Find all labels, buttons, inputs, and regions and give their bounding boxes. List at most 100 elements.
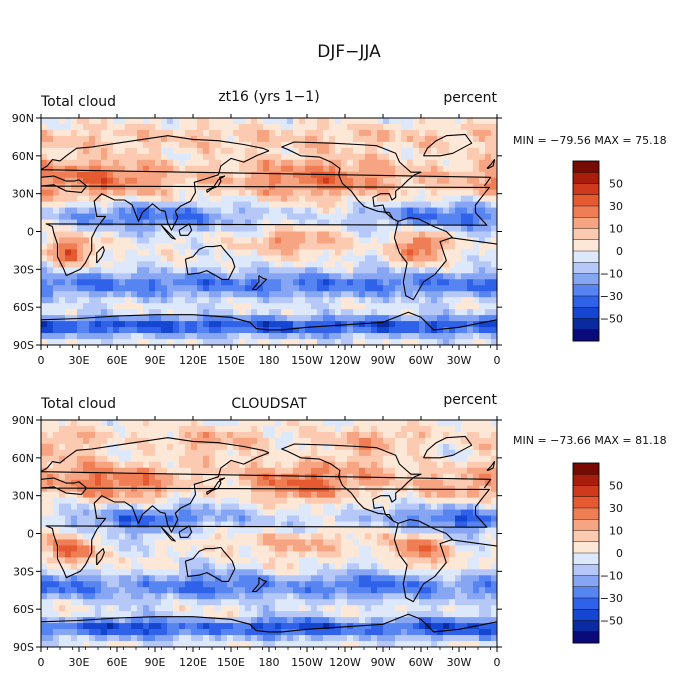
field-cell (161, 515, 168, 523)
field-cell (395, 297, 402, 304)
field-cell (179, 437, 186, 445)
field-cell (209, 327, 216, 334)
field-cell (395, 339, 402, 345)
field-cell (281, 333, 288, 340)
field-cell (113, 485, 120, 493)
field-cell (149, 461, 156, 469)
field-cell (317, 297, 324, 304)
field-cell (131, 153, 138, 161)
field-cell (89, 437, 96, 445)
field-cell (71, 171, 78, 179)
field-cell (77, 183, 84, 191)
field-cell (395, 431, 402, 439)
field-cell (479, 479, 486, 487)
field-cell (77, 285, 84, 292)
field-cell (113, 195, 120, 203)
field-cell (221, 533, 228, 541)
field-cell (461, 201, 468, 209)
field-cell (443, 563, 450, 570)
field-cell (41, 165, 48, 173)
field-cell (173, 279, 180, 286)
field-cell (107, 297, 114, 304)
field-cell (191, 207, 198, 215)
field-cell (449, 461, 456, 469)
field-cell (389, 207, 396, 215)
field-cell (275, 249, 282, 256)
field-cell (323, 249, 330, 256)
field-cell (77, 225, 84, 233)
field-cell (431, 509, 438, 517)
field-cell (173, 267, 180, 274)
field-cell (401, 527, 408, 535)
field-cell (251, 273, 258, 280)
field-cell (227, 207, 234, 215)
field-cell (395, 315, 402, 322)
field-cell (431, 207, 438, 215)
field-cell (311, 261, 318, 268)
field-cell (371, 545, 378, 553)
field-cell (311, 159, 318, 167)
field-cell (191, 551, 198, 558)
field-cell (89, 153, 96, 161)
field-cell (113, 521, 120, 529)
field-cell (227, 491, 234, 499)
field-cell (359, 497, 366, 505)
field-cell (473, 479, 480, 487)
field-cell (47, 443, 54, 451)
field-cell (341, 420, 348, 427)
field-cell (209, 291, 216, 298)
field-cell (407, 333, 414, 340)
field-cell (299, 273, 306, 280)
field-cell (119, 231, 126, 239)
field-cell (473, 225, 480, 233)
field-cell (65, 461, 72, 469)
field-cell (113, 219, 120, 227)
field-cell (341, 551, 348, 558)
field-cell (113, 533, 120, 541)
field-cell (167, 249, 174, 256)
field-cell (233, 443, 240, 451)
field-cell (401, 491, 408, 499)
field-cell (101, 437, 108, 445)
field-cell (107, 551, 114, 558)
field-cell (335, 315, 342, 322)
field-cell (431, 420, 438, 427)
field-cell (281, 237, 288, 245)
field-cell (305, 237, 312, 245)
field-cell (443, 225, 450, 233)
field-cell (107, 569, 114, 576)
field-cell (413, 551, 420, 558)
field-cell (239, 207, 246, 215)
field-cell (59, 527, 66, 535)
field-cell (347, 333, 354, 340)
field-cell (161, 285, 168, 292)
field-cell (47, 201, 54, 209)
field-cell (389, 195, 396, 203)
field-cell (329, 467, 336, 475)
field-cell (341, 425, 348, 433)
field-cell (215, 515, 222, 523)
field-cell (425, 333, 432, 340)
field-cell (479, 147, 486, 155)
field-cell (95, 473, 102, 481)
colorbar-swatch (572, 307, 600, 320)
field-cell (179, 333, 186, 340)
field-cell (485, 255, 492, 262)
field-cell (197, 539, 204, 547)
field-cell (317, 503, 324, 511)
field-cell (125, 171, 132, 179)
field-cell (473, 213, 480, 221)
field-cell (161, 321, 168, 328)
field-cell (71, 219, 78, 227)
field-cell (437, 327, 444, 334)
field-cell (311, 219, 318, 227)
field-cell (245, 467, 252, 475)
field-cell (491, 485, 497, 493)
field-cell (191, 129, 198, 137)
field-cell (245, 279, 252, 286)
field-cell (353, 437, 360, 445)
field-cell (461, 255, 468, 262)
field-cell (137, 545, 144, 553)
field-cell (269, 479, 276, 487)
field-cell (395, 321, 402, 328)
